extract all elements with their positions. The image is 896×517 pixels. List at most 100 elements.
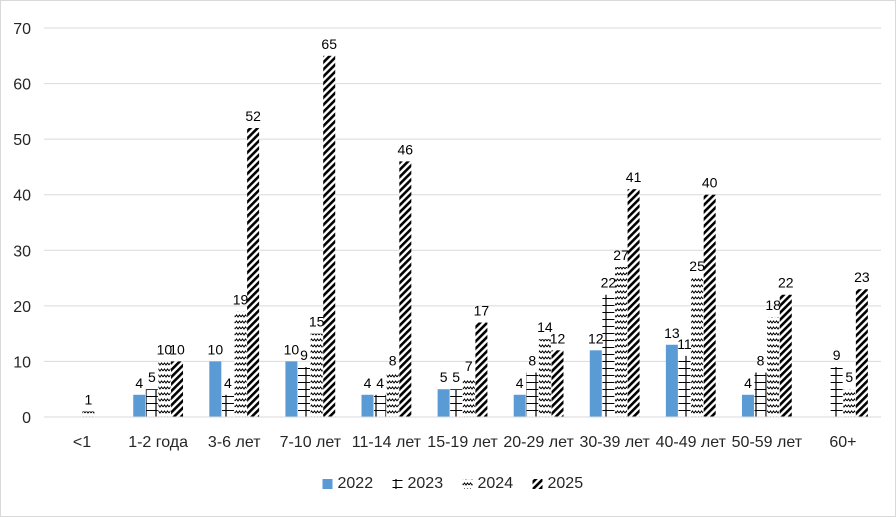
data-label: 17 bbox=[474, 303, 490, 319]
data-label: 4 bbox=[135, 375, 143, 391]
x-tick-label: 15-19 лет bbox=[427, 434, 498, 451]
y-tick-label: 60 bbox=[13, 77, 31, 94]
data-label: 46 bbox=[398, 141, 414, 157]
data-label: 7 bbox=[465, 358, 473, 374]
bar-2023 bbox=[145, 389, 158, 417]
bar-2024 bbox=[234, 311, 247, 417]
data-label: 52 bbox=[245, 108, 261, 124]
legend-swatch-2023 bbox=[392, 479, 403, 489]
bar-2024 bbox=[843, 389, 856, 417]
data-label: 1 bbox=[84, 391, 92, 407]
bar-2023 bbox=[450, 389, 463, 417]
bar-2023 bbox=[374, 394, 387, 417]
data-label: 15 bbox=[309, 314, 325, 330]
bar-2025 bbox=[855, 289, 868, 417]
bar-2024 bbox=[767, 316, 780, 417]
data-label: 12 bbox=[550, 330, 566, 346]
bar-2022 bbox=[513, 394, 526, 417]
data-label: 12 bbox=[588, 330, 604, 346]
bars bbox=[82, 55, 868, 418]
legend-label: 2022 bbox=[338, 475, 374, 492]
x-tick-label: 60+ bbox=[829, 434, 856, 451]
bar-2023 bbox=[526, 372, 539, 417]
legend-swatch-2024 bbox=[462, 479, 473, 489]
y-tick-label: 20 bbox=[13, 299, 31, 316]
y-tick-label: 30 bbox=[13, 243, 31, 260]
x-tick-label: <1 bbox=[73, 434, 91, 451]
data-label: 8 bbox=[757, 353, 765, 369]
data-label: 27 bbox=[613, 247, 629, 263]
data-label: 19 bbox=[233, 291, 249, 307]
y-tick-label: 70 bbox=[13, 21, 31, 38]
data-label: 4 bbox=[744, 375, 752, 391]
bar-2024 bbox=[158, 361, 171, 417]
x-axis: <1 1-2 года 3-6 лет 7-10 лет 11-14 лет 15-19 … bbox=[73, 434, 857, 451]
data-label: 9 bbox=[833, 347, 841, 363]
bar-2025 bbox=[551, 350, 564, 417]
data-label: 10 bbox=[284, 341, 300, 357]
y-tick-label: 40 bbox=[13, 188, 31, 205]
legend-swatch-2022 bbox=[322, 479, 333, 489]
data-label: 18 bbox=[765, 297, 781, 313]
bar-2022 bbox=[741, 394, 754, 417]
data-label: 13 bbox=[664, 325, 680, 341]
data-label: 4 bbox=[376, 375, 384, 391]
bar-2024 bbox=[82, 411, 95, 417]
x-tick-label: 40-49 лет bbox=[656, 434, 727, 451]
bar-2025 bbox=[171, 361, 184, 417]
data-label: 9 bbox=[300, 347, 308, 363]
data-label: 14 bbox=[537, 319, 553, 335]
data-label: 10 bbox=[157, 341, 173, 357]
data-label: 22 bbox=[778, 275, 794, 291]
bar-2025 bbox=[399, 161, 412, 417]
legend: 2022 2023 2024 2025 bbox=[322, 475, 584, 492]
y-axis: 0 10 20 30 40 50 60 70 bbox=[13, 21, 31, 427]
bar-2023 bbox=[754, 372, 767, 417]
x-tick-label: 20-29 лет bbox=[503, 434, 574, 451]
data-label: 10 bbox=[208, 341, 224, 357]
bar-2024 bbox=[538, 339, 551, 417]
data-label: 25 bbox=[689, 258, 705, 274]
bar-2022 bbox=[285, 361, 298, 417]
bar-2023 bbox=[298, 366, 311, 417]
bar-2023 bbox=[221, 394, 234, 417]
data-label: 11 bbox=[677, 336, 692, 352]
legend-swatch-2025 bbox=[532, 479, 543, 489]
data-label: 40 bbox=[702, 175, 718, 191]
x-tick-label: 7-10 лет bbox=[280, 434, 342, 451]
bar-2025 bbox=[247, 128, 260, 417]
data-label: 8 bbox=[528, 353, 536, 369]
bar-2022 bbox=[437, 389, 450, 417]
bar-2023 bbox=[830, 366, 843, 417]
x-tick-label: 30-39 лет bbox=[579, 434, 650, 451]
bar-2024 bbox=[310, 333, 323, 417]
bar-2023 bbox=[602, 294, 615, 417]
data-label: 65 bbox=[321, 36, 337, 52]
data-label: 8 bbox=[389, 353, 397, 369]
bar-2025 bbox=[703, 194, 716, 417]
data-label: 5 bbox=[440, 369, 448, 385]
legend-label: 2024 bbox=[478, 475, 514, 492]
data-label: 4 bbox=[516, 375, 524, 391]
x-tick-label: 50-59 лет bbox=[732, 434, 803, 451]
data-label: 5 bbox=[148, 369, 156, 385]
y-tick-label: 10 bbox=[13, 354, 31, 371]
bar-2022 bbox=[589, 350, 602, 417]
bar-2025 bbox=[323, 55, 336, 418]
data-label: 10 bbox=[169, 341, 185, 357]
data-label: 23 bbox=[854, 269, 870, 285]
bar-2025 bbox=[627, 189, 640, 417]
bar-2024 bbox=[386, 372, 399, 417]
data-label: 4 bbox=[364, 375, 372, 391]
bar-2022 bbox=[361, 394, 374, 417]
bar-2025 bbox=[475, 322, 488, 417]
bar-2025 bbox=[779, 294, 792, 417]
data-label: 41 bbox=[626, 169, 642, 185]
legend-label: 2025 bbox=[548, 475, 584, 492]
x-tick-label: 3-6 лет bbox=[208, 434, 261, 451]
bar-2024 bbox=[614, 266, 627, 417]
bar-2022 bbox=[665, 344, 678, 417]
